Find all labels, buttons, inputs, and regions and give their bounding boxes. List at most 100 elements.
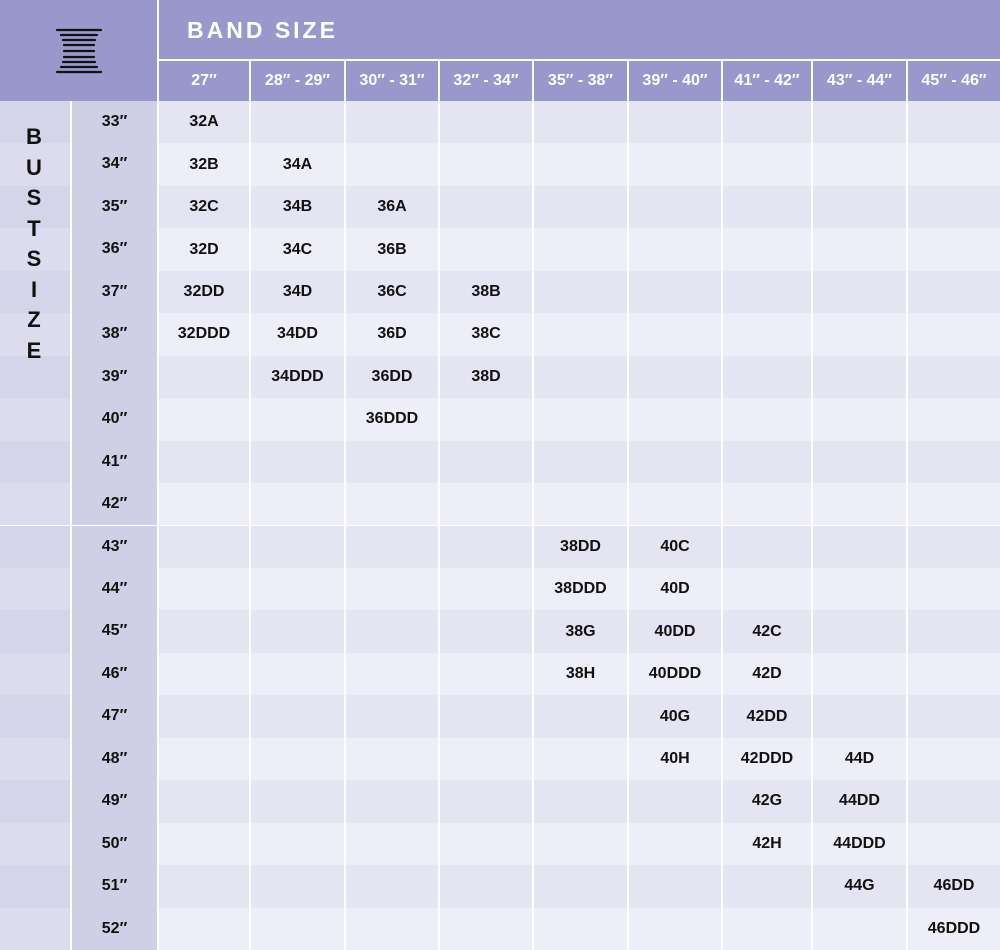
cup-size-cell [249,610,344,653]
cup-size-cell [157,907,249,950]
cup-size-cell [721,483,811,526]
cup-size-cell [906,483,1000,526]
cup-size-cell [721,865,811,908]
cup-size-cell [906,440,1000,484]
cup-size-cell [721,355,811,399]
cup-size-cell: 44D [811,737,906,781]
cup-size-cell [344,483,438,526]
cup-size-cell [532,143,627,186]
bust-title-cell [0,695,70,738]
cup-size-cell [438,398,532,441]
cup-size-cell [438,610,532,653]
table-row: 38″ 32DDD 34DD 36D 38C [0,313,1000,356]
cup-size-cell [532,483,627,526]
cup-size-cell: 32C [157,185,249,229]
cup-size-cell [157,652,249,696]
cup-size-cell: 38G [532,610,627,653]
cup-size-cell: 36DDD [344,398,438,441]
cup-size-cell: 34D [249,270,344,314]
cup-size-cell: 46DD [906,865,1000,908]
cup-size-cell [249,737,344,781]
cup-size-cell [157,398,249,441]
bust-title-cell [0,313,70,356]
cup-size-cell [811,185,906,229]
cup-size-cell [438,228,532,271]
cup-size-cell [344,610,438,653]
cup-size-cell [811,101,906,144]
cup-size-cell [438,737,532,781]
bust-title-cell [0,270,70,314]
bust-title-cell [0,865,70,908]
bust-title-cell [0,440,70,484]
cup-size-cell [438,101,532,144]
cup-size-cell [157,355,249,399]
cup-size-cell [811,525,906,568]
bust-size-label: 48″ [70,737,157,781]
cup-size-cell [811,907,906,950]
cup-size-cell [249,398,344,441]
cup-size-cell [906,822,1000,866]
cup-size-cell [906,270,1000,314]
cup-size-cell [249,440,344,484]
cup-size-cell [532,780,627,823]
cup-size-cell [721,101,811,144]
cup-size-cell [811,355,906,399]
cup-size-cell [532,907,627,950]
cup-size-cell [532,865,627,908]
cup-size-cell: 36DD [344,355,438,399]
table-row: 41″ [0,440,1000,484]
cup-size-cell [721,907,811,950]
band-size-header: 39″ - 40″ [629,61,721,101]
cup-size-cell: 40DD [627,610,721,653]
cup-size-cell [721,525,811,568]
cup-size-cell: 32A [157,101,249,144]
striped-hourglass-logo-icon [55,28,102,73]
bust-title-cell [0,525,70,568]
cup-size-cell [249,907,344,950]
cup-size-cell [438,865,532,908]
cup-size-cell: 32D [157,228,249,271]
cup-size-cell: 40H [627,737,721,781]
bust-title-cell [0,567,70,611]
cup-size-cell [249,525,344,568]
cup-size-cell: 44G [811,865,906,908]
band-size-header: 45″ - 46″ [908,61,1000,101]
cup-size-cell [532,822,627,866]
table-row: 34″ 32B 34A [0,143,1000,186]
bust-size-label: 33″ [70,101,157,144]
bust-size-label: 40″ [70,398,157,441]
cup-size-cell: 38DDD [532,567,627,611]
cup-size-cell: 42D [721,652,811,696]
cup-size-cell [906,652,1000,696]
cup-size-cell [249,865,344,908]
cup-size-cell: 38H [532,652,627,696]
bust-title-cell [0,228,70,271]
cup-size-cell [157,865,249,908]
cup-size-cell: 36A [344,185,438,229]
cup-size-cell [627,270,721,314]
cup-size-cell [627,865,721,908]
cup-size-cell: 32DD [157,270,249,314]
bust-title-cell [0,652,70,696]
cup-size-cell [721,398,811,441]
table-row: 44″ 38DDD 40D [0,567,1000,611]
band-size-header: 41″ - 42″ [723,61,811,101]
bust-title-cell [0,907,70,950]
cup-size-cell [627,483,721,526]
cup-size-cell [344,440,438,484]
cup-size-cell [906,355,1000,399]
bust-size-label: 42″ [70,483,157,526]
cup-size-cell [721,440,811,484]
cup-size-cell [344,101,438,144]
cup-size-cell: 38D [438,355,532,399]
cup-size-cell: 34DDD [249,355,344,399]
cup-size-cell [811,483,906,526]
cup-size-cell [532,737,627,781]
bust-title-cell [0,101,70,144]
cup-size-cell [811,228,906,271]
cup-size-cell [906,143,1000,186]
cup-size-cell [249,483,344,526]
cup-size-cell: 42DD [721,695,811,738]
cup-size-cell [811,567,906,611]
